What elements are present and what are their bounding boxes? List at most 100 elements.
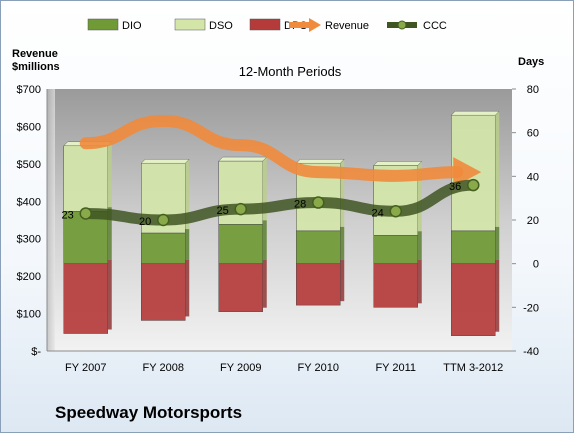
category-label-0: FY 2007 <box>65 362 106 374</box>
left-tick-label-1: $100 <box>17 309 41 321</box>
dso-bar-5-side <box>495 111 500 227</box>
category-label-1: FY 2008 <box>143 362 184 374</box>
ccc-point-1 <box>157 213 170 227</box>
dso-bar-cap-4 <box>373 161 423 166</box>
dio-bar-2-side <box>262 220 267 260</box>
legend-swatch-dio <box>87 18 119 31</box>
dio-bar-0-face <box>63 211 108 264</box>
legend-swatch-revenue-arrowhead <box>309 18 321 32</box>
company-name: Speedway Motorsports <box>55 403 243 422</box>
dio-bar-5-face <box>451 230 496 264</box>
dio-bar-1-face <box>141 232 186 264</box>
dpo-bar-3-side <box>340 259 345 302</box>
dso-bar-4-side <box>417 161 422 232</box>
legend-label-dio: DIO <box>122 20 142 32</box>
right-tick-label-3: 20 <box>527 215 539 227</box>
legend-swatch-dso <box>174 18 206 31</box>
left-tick-label-2: $200 <box>17 271 41 283</box>
legend-label-revenue: Revenue <box>325 20 369 32</box>
legend-swatch-dpo <box>249 18 281 31</box>
right-tick-label-5: 60 <box>527 128 539 140</box>
legend-label-dso: DSO <box>209 20 233 32</box>
dso-bar-cap-2 <box>218 156 268 162</box>
dio-bar-3 <box>296 226 345 264</box>
dpo-bar-5-face <box>451 263 496 336</box>
dpo-bar-3-face <box>296 263 341 306</box>
dio-bar-3-side <box>340 226 345 260</box>
revenue-line <box>79 114 464 182</box>
dso-bar-1-side <box>185 159 190 230</box>
right-tick-label-2: 0 <box>533 259 539 271</box>
dio-bar-4 <box>373 231 422 264</box>
dso-bar-cap-3 <box>295 158 345 164</box>
right-tick-label-4: 40 <box>527 171 539 183</box>
line-layer: 23 20 25 28 24 36 <box>62 114 482 228</box>
dso-bar-2-side <box>262 157 267 221</box>
ccc-point-0 <box>79 207 92 220</box>
dpo-bar-4 <box>373 259 422 308</box>
left-tick-label-5: $500 <box>17 159 41 171</box>
dpo-bar-0-face <box>63 263 108 334</box>
chart-title: 12-Month Periods <box>239 64 342 79</box>
left-tick-label-0: $- <box>31 346 41 358</box>
axes-layer: $- $100 $200 $300 $400 $500 $600 $700 -40 -20 0 20 4… <box>17 84 539 374</box>
dpo-bar-0-side <box>107 259 112 330</box>
legend-swatch-ccc-marker <box>397 20 407 30</box>
dio-bar-4-face <box>373 235 418 264</box>
dso-bar-cap-5 <box>450 110 500 116</box>
left-tick-label-4: $400 <box>17 196 41 208</box>
dio-bar-5 <box>451 226 500 264</box>
dpo-bar-5 <box>451 259 500 336</box>
dpo-bar-4-face <box>373 263 418 308</box>
ccc-point-3 <box>312 196 325 209</box>
bar-layer <box>63 110 500 336</box>
dio-bar-4-side <box>417 231 422 260</box>
left-axis-label-line2: $millions <box>12 61 60 73</box>
dpo-bar-5-side <box>495 259 500 332</box>
ccc-point-4 <box>389 205 402 218</box>
dso-bar-0-side <box>107 141 112 208</box>
legend: DIODSODPORevenueCCC <box>87 18 447 32</box>
right-tick-label-6: 80 <box>527 84 539 96</box>
category-label-5: TTM 3-2012 <box>443 362 503 374</box>
legend-label-ccc: CCC <box>423 20 447 32</box>
dio-bar-0 <box>63 207 112 264</box>
dpo-bar-2 <box>218 259 267 312</box>
dpo-bar-1-face <box>141 263 186 321</box>
ccc-data-label-2: 25 <box>217 205 229 217</box>
ccc-point-5 <box>467 178 480 192</box>
plot-side-wall <box>47 89 55 351</box>
dio-bar-1 <box>141 229 190 264</box>
left-tick-label-6: $600 <box>17 121 41 133</box>
dpo-bar-1 <box>141 259 190 321</box>
ccc-data-label-0: 23 <box>62 209 74 221</box>
ccc-data-label-1: 20 <box>139 216 151 228</box>
right-tick-label-1: -20 <box>523 302 539 314</box>
dso-bar-cap-1 <box>140 158 190 164</box>
ccc-data-label-3: 28 <box>294 199 306 211</box>
dpo-bar-2-side <box>262 259 267 308</box>
dpo-bar-0 <box>63 259 112 334</box>
dso-bar-0 <box>63 141 112 212</box>
dso-bar-3-side <box>340 159 345 227</box>
category-label-2: FY 2009 <box>220 362 261 374</box>
right-axis-label: Days <box>518 56 544 68</box>
dpo-bar-1-side <box>185 259 190 317</box>
dio-bar-3-face <box>296 230 341 264</box>
dso-bar-0-face <box>63 145 108 212</box>
left-tick-label-3: $300 <box>17 234 41 246</box>
dpo-bar-3 <box>296 259 345 306</box>
dio-bar-5-side <box>495 226 500 260</box>
ccc-data-label-4: 24 <box>372 207 384 219</box>
category-label-3: FY 2010 <box>298 362 339 374</box>
dpo-bar-2-face <box>218 263 263 312</box>
dio-bar-1-side <box>185 229 190 260</box>
dio-bar-0-side <box>107 207 112 260</box>
revenue-arrowhead <box>453 157 482 188</box>
ccc-point-2 <box>234 202 247 216</box>
ccc-data-label-5: 36 <box>449 181 461 193</box>
right-tick-label-0: -40 <box>523 346 539 358</box>
dpo-bar-4-side <box>417 259 422 304</box>
